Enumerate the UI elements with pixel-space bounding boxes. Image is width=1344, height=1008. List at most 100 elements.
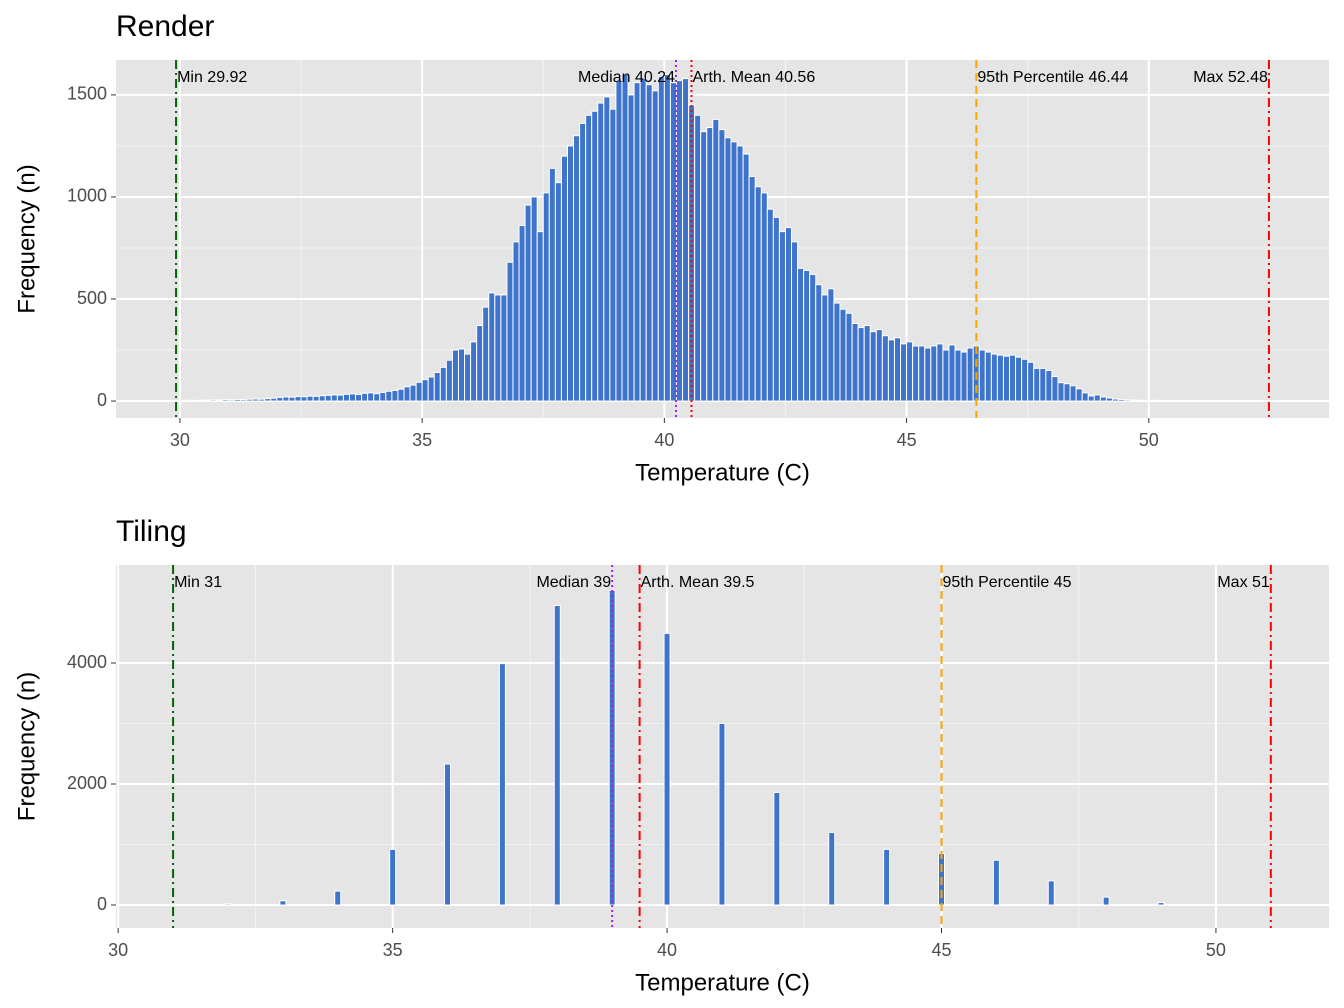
histogram-bar: [718, 129, 726, 402]
x-tick-label: 40: [657, 940, 677, 960]
x-tick-label: 30: [108, 940, 128, 960]
histogram-bar: [1111, 398, 1120, 402]
reference-label: Arth. Mean 40.56: [692, 69, 815, 86]
histogram-bar: [385, 390, 393, 402]
histogram-bar: [1009, 354, 1017, 402]
x-tick-label: 50: [1206, 940, 1226, 960]
histogram-bar: [1190, 399, 1198, 402]
histogram-bar: [445, 359, 453, 402]
histogram-bar: [1099, 396, 1107, 402]
histogram-bar: [258, 398, 266, 402]
histogram-bar: [1093, 394, 1101, 402]
histogram-bar: [942, 349, 950, 402]
histogram-bar: [457, 348, 466, 402]
x-axis-title: Temperature (C): [635, 969, 810, 996]
histogram-bar: [361, 392, 369, 402]
x-tick-label: 35: [412, 430, 432, 450]
bar: [1157, 902, 1165, 906]
histogram-bar: [633, 82, 641, 402]
x-axis-title: Temperature (C): [635, 459, 810, 486]
reference-label: Max 52.48: [1193, 69, 1268, 86]
histogram-bar: [651, 90, 659, 402]
histogram-bar: [342, 393, 350, 402]
histogram-bar: [306, 395, 314, 402]
x-tick-label: 40: [654, 430, 674, 450]
histogram-bar: [209, 399, 217, 402]
histogram-bar: [476, 325, 484, 402]
histogram-bar: [1002, 355, 1011, 402]
histogram-bar: [736, 145, 744, 402]
histogram-bar: [185, 399, 193, 402]
histogram-bar: [754, 186, 762, 402]
histogram-bar: [252, 398, 260, 402]
histogram-bar: [1142, 399, 1150, 402]
histogram-bar: [809, 274, 817, 402]
histogram-bar: [585, 114, 593, 402]
histogram-bar: [439, 366, 447, 402]
histogram-bar: [966, 347, 974, 402]
histogram-bar: [1057, 382, 1065, 402]
histogram-bar: [784, 227, 793, 402]
bar: [389, 848, 397, 906]
bar: [663, 632, 671, 906]
y-tick-label: 1000: [67, 186, 107, 206]
histogram-bar: [221, 399, 229, 402]
histogram-bar: [451, 349, 459, 402]
histogram-bar: [772, 216, 780, 402]
histogram-bar: [560, 155, 568, 402]
histogram-bar: [566, 145, 575, 402]
reference-label: 95th Percentile 45: [942, 574, 1071, 591]
histogram-bar: [954, 349, 962, 402]
histogram-bar: [682, 78, 690, 402]
histogram-bar: [760, 192, 768, 402]
histogram-bar: [712, 118, 720, 402]
bar: [1102, 896, 1110, 906]
histogram-bar: [433, 371, 441, 402]
histogram-bar: [948, 344, 956, 402]
histogram-bar: [724, 137, 732, 402]
bar: [883, 848, 891, 906]
histogram-bar: [203, 399, 211, 402]
histogram-bar: [869, 331, 877, 402]
histogram-bar: [887, 339, 895, 402]
histogram-bar: [900, 343, 908, 402]
histogram-bar: [615, 80, 623, 402]
histogram-bar: [827, 288, 835, 402]
histogram-bar: [1081, 392, 1089, 402]
histogram-bar: [1124, 399, 1132, 402]
histogram-bar: [1087, 395, 1095, 402]
histogram-bar: [330, 394, 338, 402]
histogram-bar: [409, 384, 417, 402]
histogram-bar: [621, 73, 629, 402]
x-tick-label: 35: [383, 940, 403, 960]
histogram-bar: [1051, 376, 1059, 402]
histogram-bar: [803, 269, 811, 402]
histogram-bar: [397, 388, 405, 402]
histogram-bar: [482, 306, 490, 402]
histogram-bar: [379, 391, 387, 402]
histogram-bar: [548, 167, 556, 402]
histogram-bar: [391, 389, 399, 402]
histogram-bar: [930, 345, 938, 402]
bar: [1047, 880, 1055, 906]
histogram-bar: [403, 386, 411, 402]
histogram-bar: [924, 347, 932, 402]
y-axis-title: Frequency (n): [13, 164, 40, 313]
bar: [279, 900, 287, 906]
bar: [334, 890, 342, 906]
histogram-bar: [348, 393, 357, 402]
histogram-bar: [324, 394, 332, 402]
reference-label: Max 51: [1217, 574, 1270, 591]
histogram-bar: [239, 399, 248, 402]
histogram-bar: [246, 398, 254, 402]
histogram-bar: [694, 114, 702, 402]
histogram-bar: [657, 76, 665, 402]
histogram-bar: [906, 341, 914, 402]
histogram-bar: [597, 102, 605, 402]
x-tick-label: 45: [931, 940, 951, 960]
bar: [224, 903, 232, 906]
reference-label: Min 29.92: [177, 69, 247, 86]
histogram-bar: [427, 376, 435, 402]
histogram-bar: [627, 94, 635, 402]
